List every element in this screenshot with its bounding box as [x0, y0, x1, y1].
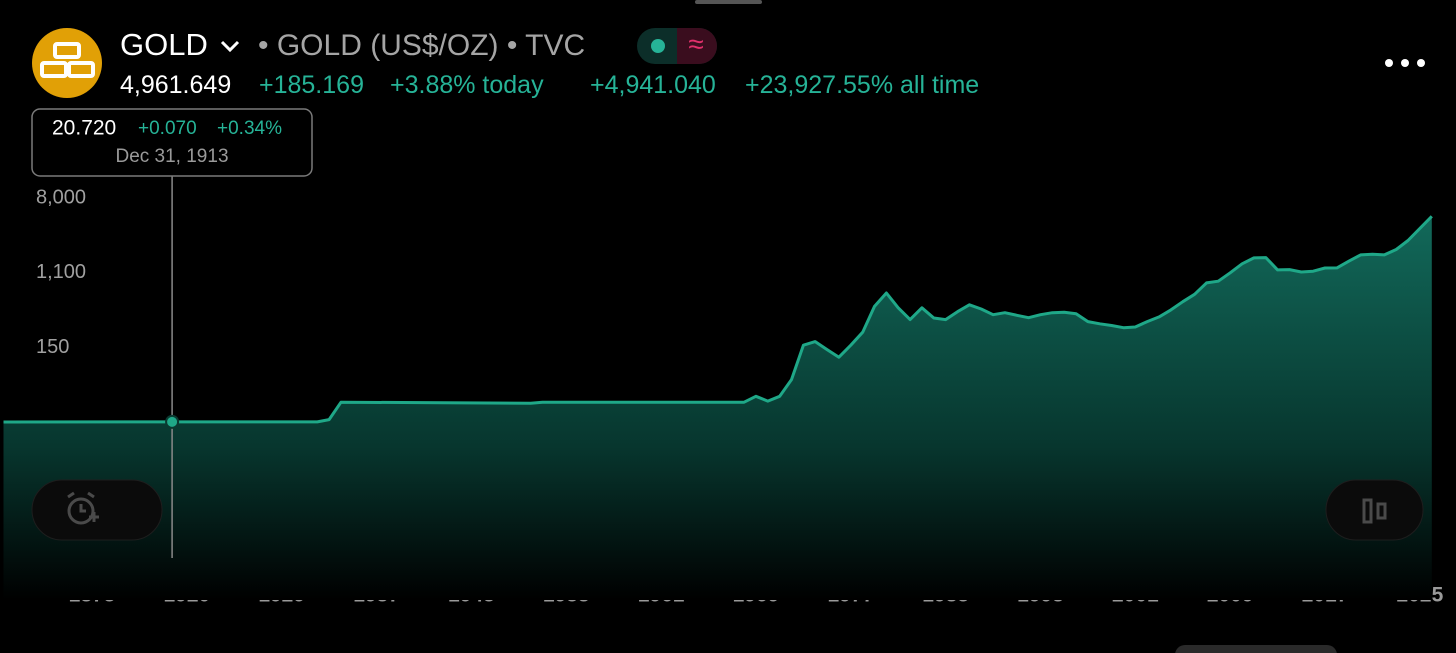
area-fill [3, 216, 1432, 601]
tooltip: 20.720 +0.070 +0.34% Dec 31, 1913 [31, 108, 313, 177]
menu-dots[interactable] [1385, 59, 1425, 67]
symbol-chevron[interactable] [220, 40, 240, 53]
bottom-sheet-handle[interactable] [1175, 645, 1337, 653]
alarm-button[interactable] [31, 479, 163, 541]
status-pill[interactable]: ≈ [637, 28, 717, 64]
logo [32, 28, 102, 98]
tooltip-value: 20.720 [52, 117, 116, 140]
plot: 1501,1008,000187519201929193719451953196… [3, 176, 1444, 607]
tooltip-change-abs: +0.070 [138, 118, 197, 139]
chart-type-button[interactable] [1325, 479, 1424, 541]
svg-text:≈: ≈ [688, 28, 703, 59]
y-tick-label: 150 [36, 336, 69, 358]
description: • GOLD (US$/OZ) • TVC [258, 29, 585, 62]
price-line [3, 215, 1433, 424]
change-all-time-pct: +23,927.55% all time [745, 71, 979, 99]
crosshair-point [165, 414, 180, 429]
tooltip-date: Dec 31, 1913 [115, 146, 228, 167]
tooltip-change-pct: +0.34% [217, 118, 282, 139]
tooltip-change: +0.070 +0.34% [138, 118, 282, 139]
change-all-time: +4,941.040 [590, 71, 716, 99]
change-today: +185.169 [259, 71, 364, 99]
drag-handle [695, 0, 762, 4]
price-row: 4,961.649 +185.169 +3.88% today +4,941.0… [120, 71, 979, 99]
price: 4,961.649 [120, 71, 231, 99]
change-today-pct: +3.88% today [390, 71, 544, 99]
y-tick-label: 8,000 [36, 187, 86, 209]
symbol[interactable]: GOLD [120, 27, 208, 62]
y-tick-label: 1,100 [36, 261, 86, 283]
